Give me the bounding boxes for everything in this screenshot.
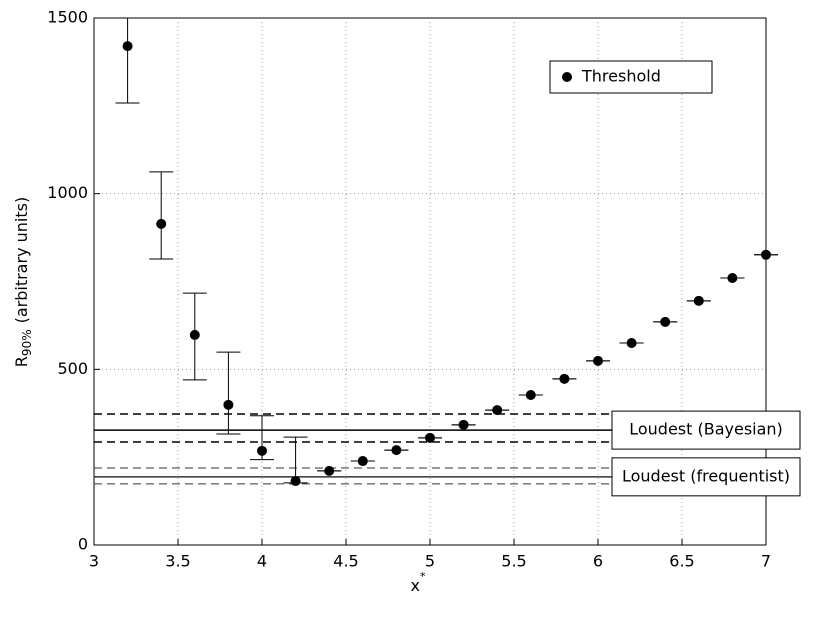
legend-label: Threshold <box>581 67 661 86</box>
x-tick-label: 3 <box>89 552 99 571</box>
point <box>458 419 469 430</box>
legend-marker <box>562 72 572 82</box>
x-axis-label: x* <box>411 570 426 595</box>
point <box>257 445 267 456</box>
point <box>693 295 704 306</box>
point <box>290 476 301 487</box>
point <box>727 272 738 283</box>
point <box>391 445 402 456</box>
point <box>593 355 603 366</box>
point <box>122 41 133 52</box>
y-axis-label: R90% (arbitrary units) <box>12 197 34 367</box>
point <box>189 329 200 340</box>
x-tick-label: 7 <box>761 552 771 571</box>
point <box>761 249 771 260</box>
plot-frame <box>93 17 767 546</box>
point <box>492 405 503 416</box>
x-tick-label: 5 <box>425 552 435 571</box>
reference-label: Loudest (Bayesian) <box>629 420 783 439</box>
point <box>425 432 435 443</box>
y-label-rest: (arbitrary units) <box>12 197 31 324</box>
x-label-sup: * <box>420 570 426 583</box>
x-tick-label: 3.5 <box>165 552 190 571</box>
y-tick-label: 1500 <box>47 8 88 27</box>
x-tick-label: 4.5 <box>333 552 358 571</box>
x-tick-label: 5.5 <box>501 552 526 571</box>
point <box>525 389 536 400</box>
point <box>223 399 234 410</box>
error-bar <box>216 351 241 435</box>
reference-label: Loudest (frequentist) <box>622 466 790 485</box>
point <box>660 316 671 327</box>
legend-box <box>549 60 713 94</box>
point <box>156 218 167 229</box>
error-bar <box>149 171 174 260</box>
reference-label-box <box>611 410 801 450</box>
reference-label-box <box>611 457 801 497</box>
x-tick-label: 4 <box>257 552 267 571</box>
x-tick-label: 6 <box>593 552 603 571</box>
x-label-main: x <box>411 576 420 595</box>
point <box>324 465 335 476</box>
point <box>626 337 637 348</box>
y-tick-label: 1000 <box>47 183 88 202</box>
y-label-sub: 90% <box>20 329 34 356</box>
y-label-main: R <box>12 356 31 367</box>
y-tick-label: 500 <box>57 359 88 378</box>
x-tick-label: 6.5 <box>669 552 694 571</box>
point <box>357 456 368 467</box>
error-bar <box>115 18 140 104</box>
point <box>559 373 570 384</box>
y-tick-label: 0 <box>78 535 88 554</box>
